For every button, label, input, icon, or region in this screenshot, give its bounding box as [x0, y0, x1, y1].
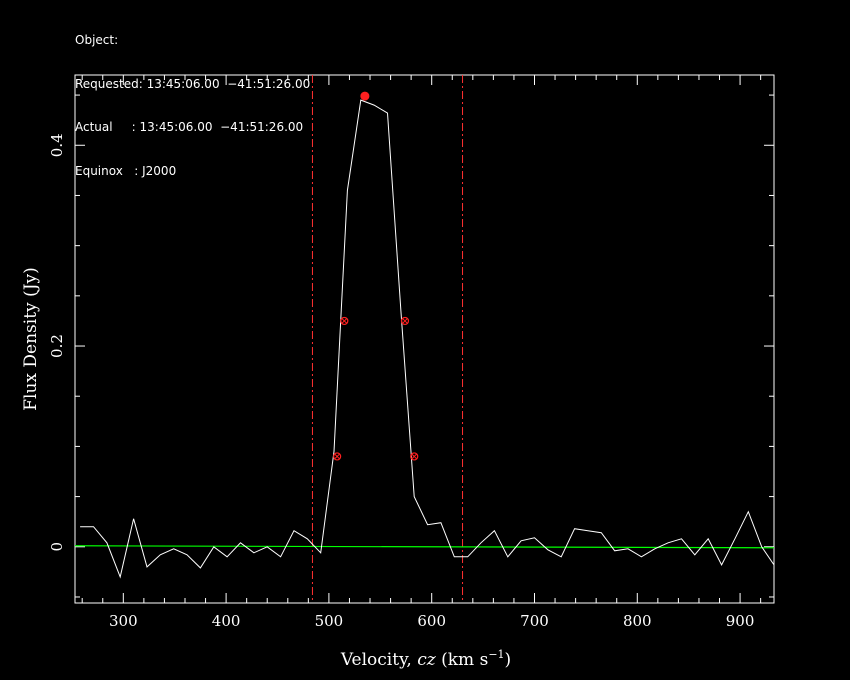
x-axis-label-unit: (km s	[436, 650, 489, 670]
tick-labels: 300 400 500 600 700 800 900 0 0.2 0.4	[48, 133, 754, 630]
x-tick-label: 400	[212, 612, 241, 630]
y-tick-label: 0.4	[48, 133, 66, 157]
actual-line: Actual : 13:45:06.00 −41:51:26.00	[75, 120, 304, 134]
y-axis-label: Flux Density (Jy)	[21, 267, 41, 411]
y-tick-label: 0.2	[48, 334, 66, 358]
x-axis-label-italic: cz	[417, 650, 437, 670]
x-axis-label-close: )	[505, 650, 512, 670]
width-marker	[333, 452, 342, 461]
y-tick-label: 0	[48, 542, 66, 552]
width-marker	[400, 316, 410, 326]
width-marker	[340, 316, 349, 326]
baseline-fit	[74, 545, 775, 549]
peak-marker	[360, 91, 370, 101]
x-tick-label: 700	[520, 612, 549, 630]
x-tick-label: 500	[315, 612, 344, 630]
x-axis-label-prefix: Velocity,	[340, 650, 417, 670]
object-line: Object:	[75, 33, 119, 47]
profile-markers	[333, 91, 419, 461]
requested-line: Requested: 13:45:06.00 −41:51:26.00	[75, 76, 311, 91]
velocity-window-lines	[311, 75, 464, 603]
x-tick-label: 900	[726, 612, 755, 630]
baseline-line	[74, 545, 775, 549]
x-tick-label: 300	[109, 612, 138, 630]
spectrum-series	[80, 99, 775, 579]
x-tick-label: 600	[417, 612, 446, 630]
plot-frame	[74, 74, 775, 604]
spectrum-line	[80, 99, 775, 579]
tick-marks	[75, 75, 774, 603]
x-axis-label-exponent: −1	[488, 648, 504, 661]
width-marker	[410, 452, 419, 461]
x-axis-label: Velocity, cz (km s−1)	[340, 648, 511, 670]
x-tick-label: 800	[623, 612, 652, 630]
header-info: Object: Requested: 13:45:06.00 −41:51:26…	[75, 4, 310, 193]
equinox-line: Equinox : J2000	[75, 163, 177, 178]
